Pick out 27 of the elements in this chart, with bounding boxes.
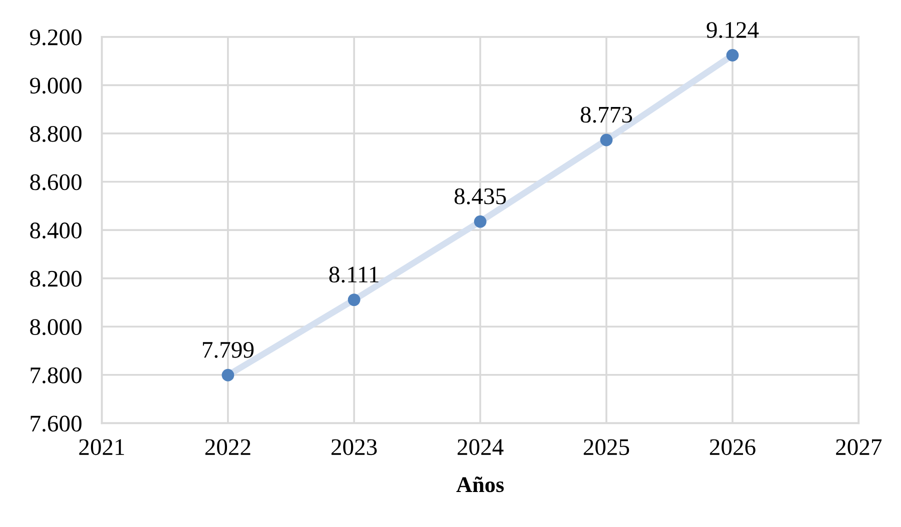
y-tick-label: 9.000 xyxy=(30,78,82,94)
y-tick-label: 7.600 xyxy=(30,416,82,432)
x-tick-label: 2024 xyxy=(458,439,504,456)
y-tick-label: 9.200 xyxy=(30,29,82,46)
y-tick-label: 8.000 xyxy=(30,319,82,336)
data-label: 8.435 xyxy=(454,188,506,204)
y-tick-label: 8.800 xyxy=(30,126,82,142)
data-label: 8.111 xyxy=(329,266,378,283)
x-tick-label: 2027 xyxy=(836,439,882,456)
x-axis-title: Años xyxy=(456,476,504,492)
y-tick-label: 8.400 xyxy=(30,222,82,239)
x-tick-label: 2021 xyxy=(79,439,124,456)
point xyxy=(726,49,739,62)
data-label: 9.124 xyxy=(706,22,759,38)
data-label: 7.799 xyxy=(202,342,254,358)
data-label: 8.773 xyxy=(580,106,632,123)
x-tick-label: 2022 xyxy=(205,439,250,456)
x-tick-label: 2026 xyxy=(710,439,756,456)
x-tick-label: 2025 xyxy=(584,439,630,456)
y-tick-label: 8.600 xyxy=(30,174,82,190)
y-tick-label: 7.800 xyxy=(30,367,82,384)
point xyxy=(474,215,486,228)
point xyxy=(348,294,360,306)
x-tick-label: 2023 xyxy=(332,439,377,456)
y-tick-label: 8.200 xyxy=(30,270,82,287)
point xyxy=(222,368,234,382)
point xyxy=(600,134,613,146)
